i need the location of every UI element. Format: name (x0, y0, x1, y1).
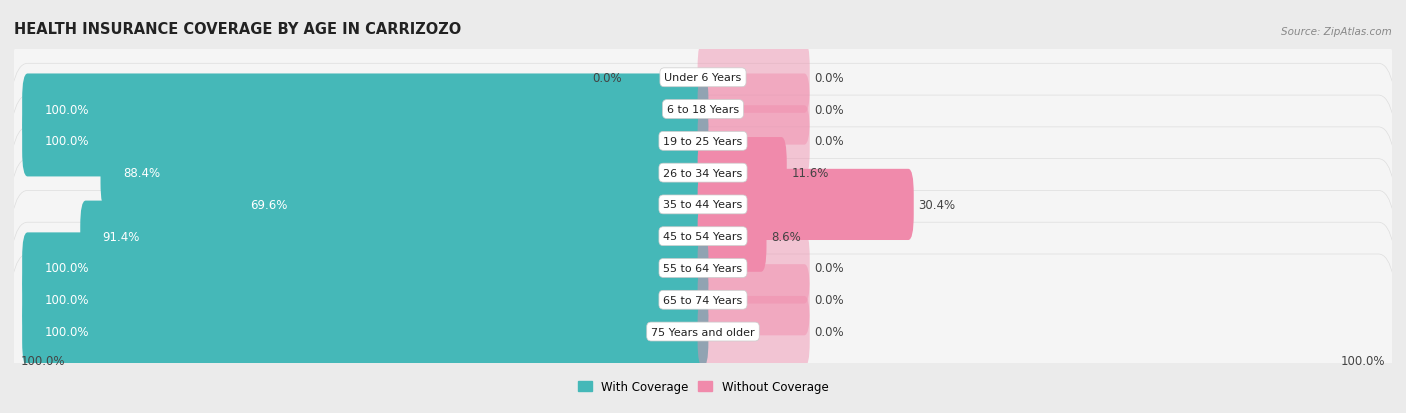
FancyBboxPatch shape (22, 264, 709, 335)
Text: 100.0%: 100.0% (21, 354, 65, 367)
FancyBboxPatch shape (7, 254, 1399, 409)
Text: 6 to 18 Years: 6 to 18 Years (666, 105, 740, 115)
FancyBboxPatch shape (697, 138, 787, 209)
FancyBboxPatch shape (697, 74, 810, 145)
Text: 30.4%: 30.4% (918, 198, 956, 211)
Text: 65 to 74 Years: 65 to 74 Years (664, 295, 742, 305)
FancyBboxPatch shape (697, 233, 810, 304)
Text: 100.0%: 100.0% (45, 262, 89, 275)
Text: 100.0%: 100.0% (45, 135, 89, 148)
FancyBboxPatch shape (697, 43, 810, 114)
Text: 100.0%: 100.0% (45, 103, 89, 116)
Legend: With Coverage, Without Coverage: With Coverage, Without Coverage (575, 377, 831, 395)
FancyBboxPatch shape (22, 233, 709, 304)
FancyBboxPatch shape (7, 191, 1399, 346)
FancyBboxPatch shape (22, 296, 709, 367)
Text: 19 to 25 Years: 19 to 25 Years (664, 137, 742, 147)
FancyBboxPatch shape (697, 296, 810, 367)
FancyBboxPatch shape (697, 106, 810, 177)
FancyBboxPatch shape (80, 201, 709, 272)
FancyBboxPatch shape (22, 106, 709, 177)
Text: 0.0%: 0.0% (814, 71, 844, 85)
Text: 26 to 34 Years: 26 to 34 Years (664, 168, 742, 178)
FancyBboxPatch shape (7, 64, 1399, 219)
Text: Under 6 Years: Under 6 Years (665, 73, 741, 83)
FancyBboxPatch shape (22, 74, 709, 145)
Text: 35 to 44 Years: 35 to 44 Years (664, 200, 742, 210)
Text: 0.0%: 0.0% (814, 294, 844, 306)
Text: HEALTH INSURANCE COVERAGE BY AGE IN CARRIZOZO: HEALTH INSURANCE COVERAGE BY AGE IN CARR… (14, 22, 461, 37)
Text: 100.0%: 100.0% (45, 325, 89, 338)
Text: 8.6%: 8.6% (772, 230, 801, 243)
Text: 88.4%: 88.4% (122, 167, 160, 180)
Text: 55 to 64 Years: 55 to 64 Years (664, 263, 742, 273)
FancyBboxPatch shape (7, 128, 1399, 282)
Text: 69.6%: 69.6% (250, 198, 287, 211)
Text: 0.0%: 0.0% (814, 135, 844, 148)
FancyBboxPatch shape (7, 159, 1399, 314)
FancyBboxPatch shape (697, 201, 766, 272)
Text: 75 Years and older: 75 Years and older (651, 327, 755, 337)
Text: 0.0%: 0.0% (814, 262, 844, 275)
Text: 45 to 54 Years: 45 to 54 Years (664, 232, 742, 242)
FancyBboxPatch shape (697, 264, 810, 335)
Text: 0.0%: 0.0% (814, 325, 844, 338)
Text: 100.0%: 100.0% (1341, 354, 1385, 367)
Text: 100.0%: 100.0% (45, 294, 89, 306)
Text: 0.0%: 0.0% (592, 71, 621, 85)
Text: 0.0%: 0.0% (814, 103, 844, 116)
FancyBboxPatch shape (697, 169, 914, 240)
FancyBboxPatch shape (7, 33, 1399, 187)
FancyBboxPatch shape (228, 169, 709, 240)
Text: Source: ZipAtlas.com: Source: ZipAtlas.com (1281, 27, 1392, 37)
FancyBboxPatch shape (100, 138, 709, 209)
FancyBboxPatch shape (7, 96, 1399, 251)
FancyBboxPatch shape (7, 1, 1399, 155)
FancyBboxPatch shape (7, 223, 1399, 377)
Text: 11.6%: 11.6% (792, 167, 830, 180)
Text: 91.4%: 91.4% (103, 230, 141, 243)
